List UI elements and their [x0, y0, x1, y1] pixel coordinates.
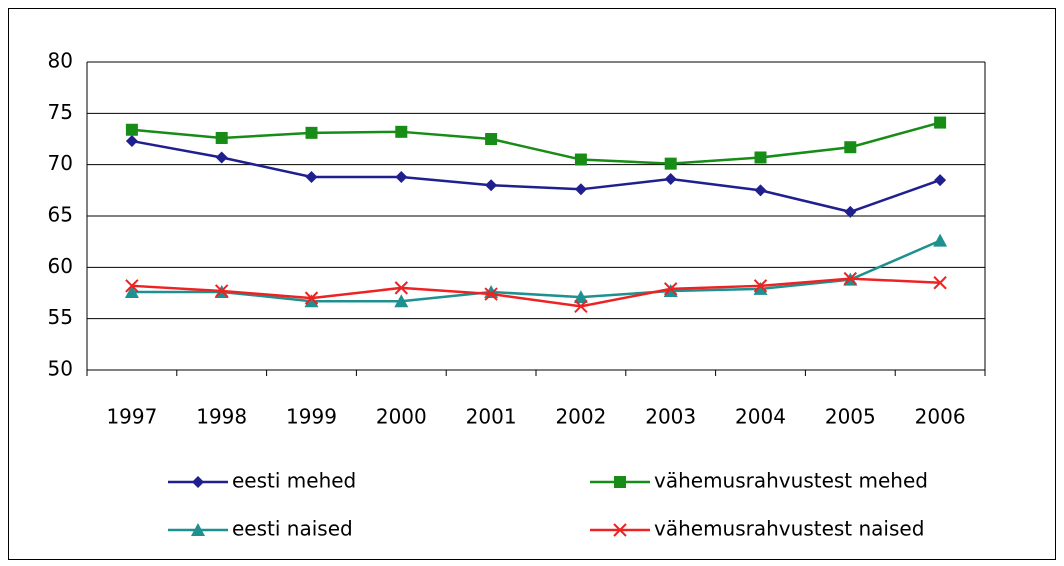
marker	[485, 179, 498, 192]
marker	[304, 294, 319, 308]
legend-label: eesti mehed	[232, 469, 356, 493]
y-tick-label: 80	[48, 49, 73, 73]
legend-label: eesti naised	[232, 517, 353, 541]
x-tick-label: 1997	[106, 405, 157, 429]
marker	[192, 476, 204, 488]
marker	[934, 174, 947, 187]
marker	[754, 184, 767, 197]
marker	[754, 151, 767, 164]
marker	[844, 141, 857, 154]
marker	[484, 287, 498, 301]
x-tick-label: 2004	[735, 405, 786, 429]
marker	[395, 125, 408, 138]
x-tick-label: 2001	[466, 405, 517, 429]
x-tick-label: 2002	[555, 405, 606, 429]
series-line	[131, 239, 941, 303]
marker	[215, 131, 228, 144]
marker	[304, 291, 319, 305]
marker	[613, 523, 627, 537]
marker	[574, 153, 587, 166]
x-tick-label: 2003	[645, 405, 696, 429]
marker	[663, 282, 678, 296]
legend-label: vähemusrahvustest mehed	[654, 469, 928, 493]
marker	[305, 126, 318, 139]
x-tick-label: 1999	[286, 405, 337, 429]
marker	[394, 281, 409, 295]
marker	[214, 284, 229, 298]
marker	[843, 271, 858, 286]
marker	[305, 170, 318, 183]
marker	[124, 284, 139, 298]
x-tick-label: 2006	[915, 405, 966, 429]
legend-label: vähemusrahvustest naised	[654, 517, 924, 541]
marker	[573, 290, 588, 304]
marker	[753, 281, 768, 295]
marker	[753, 279, 768, 293]
marker	[394, 294, 409, 308]
marker	[614, 476, 626, 488]
marker	[125, 135, 138, 148]
y-tick-label: 65	[48, 203, 73, 227]
marker	[664, 157, 677, 170]
x-tick-label: 1998	[196, 405, 247, 429]
marker	[574, 183, 587, 196]
marker	[485, 133, 498, 145]
y-tick-label: 70	[48, 151, 73, 175]
x-tick-label: 2005	[825, 405, 876, 429]
series-line	[131, 277, 941, 308]
series-line	[131, 139, 941, 214]
chart-border	[8, 8, 1056, 560]
series-line	[131, 121, 941, 165]
y-tick-label: 55	[48, 305, 73, 329]
marker	[574, 299, 588, 314]
marker	[844, 205, 857, 218]
marker	[125, 123, 138, 136]
y-tick-label: 60	[48, 254, 73, 278]
x-tick-label: 2000	[376, 405, 427, 429]
marker	[933, 276, 947, 290]
marker	[125, 279, 139, 293]
y-tick-label: 75	[48, 100, 73, 124]
y-tick-label: 50	[48, 357, 73, 381]
marker	[934, 116, 947, 129]
marker	[191, 523, 205, 536]
marker	[664, 173, 677, 186]
marker	[395, 170, 408, 183]
marker	[215, 151, 228, 164]
marker	[933, 233, 948, 247]
